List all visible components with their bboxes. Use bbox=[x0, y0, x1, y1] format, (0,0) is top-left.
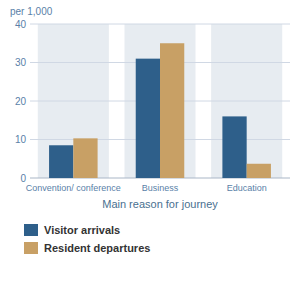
bar bbox=[73, 138, 97, 178]
y-tick-label: 30 bbox=[15, 57, 27, 68]
legend: Visitor arrivals Resident departures bbox=[24, 224, 150, 254]
x-axis-label: Main reason for journey bbox=[102, 198, 218, 210]
legend-label: Resident departures bbox=[44, 242, 150, 254]
legend-swatch bbox=[24, 242, 38, 254]
bar bbox=[160, 43, 184, 178]
x-tick-label: Business bbox=[142, 183, 179, 193]
y-axis-label: per 1,000 bbox=[10, 6, 53, 17]
x-tick-label: Education bbox=[227, 183, 267, 193]
legend-label: Visitor arrivals bbox=[44, 224, 120, 236]
y-tick-label: 0 bbox=[20, 173, 26, 184]
grid-line bbox=[30, 24, 290, 25]
bar bbox=[222, 116, 246, 178]
x-tick-label: Convention/ conference bbox=[26, 183, 121, 193]
chart: 0 10 20 30 40 Convention/ conference Business E… bbox=[0, 0, 298, 284]
y-tick-label: 40 bbox=[15, 19, 27, 30]
legend-swatch bbox=[24, 224, 38, 236]
bar bbox=[49, 145, 73, 178]
y-tick-label: 20 bbox=[15, 96, 27, 107]
bar bbox=[247, 164, 271, 178]
bars bbox=[49, 43, 271, 178]
bar bbox=[136, 59, 160, 178]
y-tick-label: 10 bbox=[15, 134, 27, 145]
